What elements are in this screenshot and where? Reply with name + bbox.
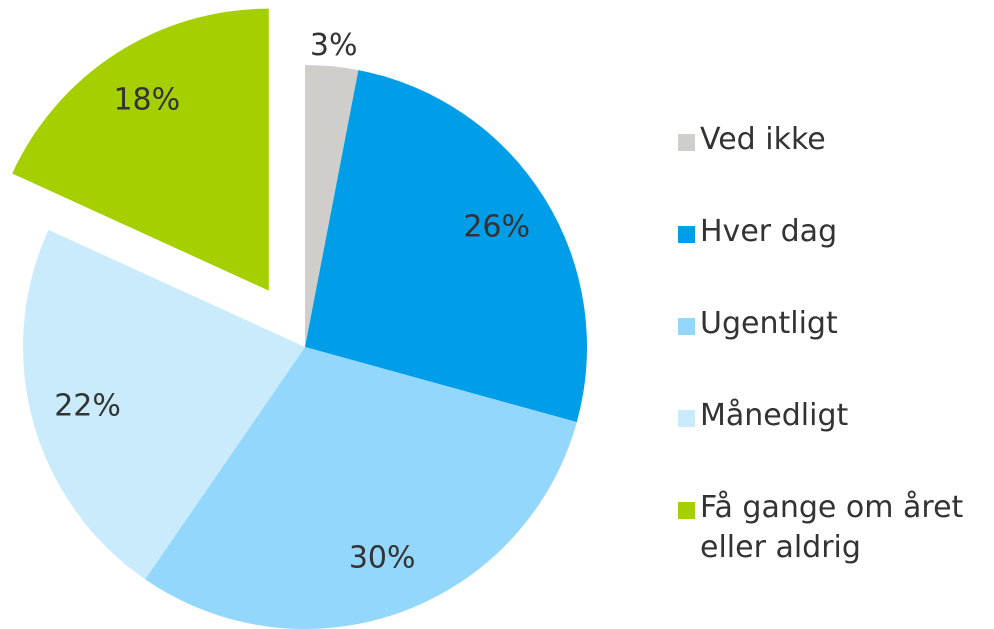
pie-slice [22,229,305,580]
pie-slice [305,65,359,347]
legend-label: Få gange om året eller aldrig [700,490,964,565]
legend-label: Månedligt [700,398,849,433]
legend-item: Ved ikke [678,120,992,212]
legend-swatch [678,226,695,243]
legend: Ved ikke Hver dag Ugentligt Månedligt Få gan… [678,120,994,580]
legend-item: Få gange om året eller aldrig [678,488,992,580]
legend-swatch [678,502,695,519]
legend-item: Månedligt [678,396,992,488]
pie-slice [305,70,587,423]
pie-slice [12,8,269,291]
legend-swatch [678,134,695,151]
pie-slice [145,347,577,629]
data-label: 26% [463,210,530,245]
legend-item: Hver dag [678,212,992,304]
legend-label: Hver dag [700,214,838,249]
legend-label: Ugentligt [700,306,838,341]
legend-swatch [678,318,695,335]
legend-swatch [678,410,695,427]
legend-label: Ved ikke [700,122,826,157]
data-label: 3% [310,28,358,63]
data-label: 18% [113,82,180,117]
data-label: 30% [349,540,416,575]
data-label: 22% [54,389,121,424]
legend-item: Ugentligt [678,304,992,396]
